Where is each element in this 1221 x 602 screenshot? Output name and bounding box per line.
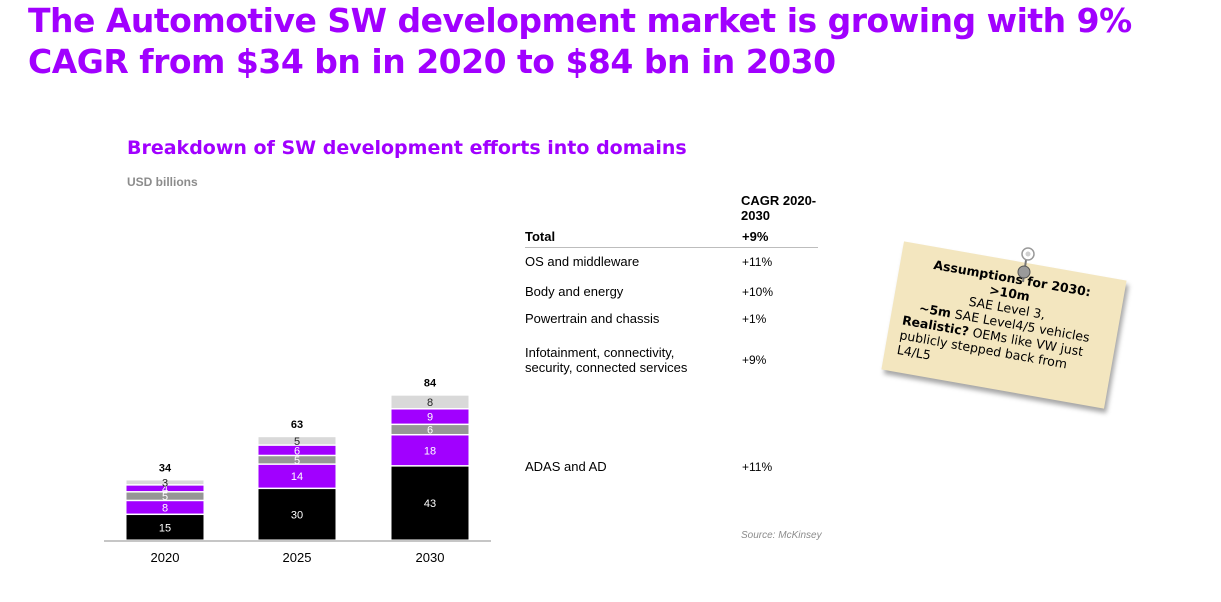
legend-body-label: Body and energy — [525, 284, 624, 299]
cagr-powertrain-value: +1% — [742, 312, 767, 326]
units-label: USD billions — [127, 175, 198, 189]
bar-segment — [258, 445, 336, 455]
bar-segment — [126, 480, 204, 485]
bar-value-label: 6 — [427, 425, 433, 437]
source-note: Source: McKinsey — [741, 530, 822, 541]
bar-value-label: 9 — [427, 412, 433, 424]
bar-total-label: 84 — [424, 378, 437, 390]
cagr-total-value: +9% — [742, 229, 769, 244]
bar-segment — [391, 395, 469, 409]
bar-value-label: 30 — [291, 509, 303, 521]
bar-value-label: 8 — [427, 397, 433, 409]
cagr-adas-value: +11% — [742, 460, 773, 474]
bar-value-label: 5 — [294, 436, 300, 448]
bar-segment — [391, 466, 469, 540]
x-tick-label: 2020 — [151, 550, 180, 565]
bar-total-label: 34 — [159, 462, 172, 474]
cagr-body-value: +10% — [742, 285, 774, 299]
bar-segment — [258, 456, 336, 464]
bar-value-label: 14 — [291, 471, 303, 483]
bar-value-label: 4 — [162, 483, 168, 495]
bar-segment — [126, 492, 204, 500]
cagr-header: CAGR 2020-2030 — [741, 193, 817, 223]
headline: The Automotive SW development market is … — [28, 1, 1132, 81]
bar-total-label: 63 — [291, 419, 303, 431]
legend-infotainment-label: Infotainment, connectivity, security, co… — [525, 345, 688, 375]
bar-segment — [391, 435, 469, 466]
bar-value-label: 5 — [162, 491, 168, 503]
bar-value-label: 6 — [294, 445, 300, 457]
bar-value-label: 3 — [162, 477, 168, 489]
legend-total-label: Total — [525, 229, 556, 244]
bar-segment — [126, 501, 204, 514]
bar-value-label: 18 — [424, 445, 436, 457]
x-tick-label: 2030 — [416, 550, 445, 565]
bar-segment — [391, 425, 469, 434]
x-tick-label: 2025 — [283, 550, 312, 565]
bar-value-label: 15 — [159, 522, 171, 534]
bar-value-label: 43 — [424, 498, 436, 510]
bar-segment — [258, 464, 336, 488]
bar-segment — [258, 489, 336, 540]
bar-segment — [126, 515, 204, 540]
bar-value-label: 5 — [294, 455, 300, 467]
legend-adas-label: ADAS and AD — [525, 459, 607, 474]
total-divider — [525, 247, 818, 248]
legend-os-label: OS and middleware — [525, 254, 640, 269]
cagr-os-value: +11% — [742, 255, 773, 269]
bar-segment — [126, 485, 204, 492]
chart-subtitle: Breakdown of SW development efforts into… — [127, 137, 687, 159]
pushpin-icon — [1017, 247, 1035, 283]
cagr-infotainment-value: +9% — [742, 353, 767, 367]
bar-segment — [391, 409, 469, 424]
bar-value-label: 8 — [162, 502, 168, 514]
bar-segment — [258, 437, 336, 445]
legend-powertrain-label: Powertrain and chassis — [525, 311, 660, 326]
